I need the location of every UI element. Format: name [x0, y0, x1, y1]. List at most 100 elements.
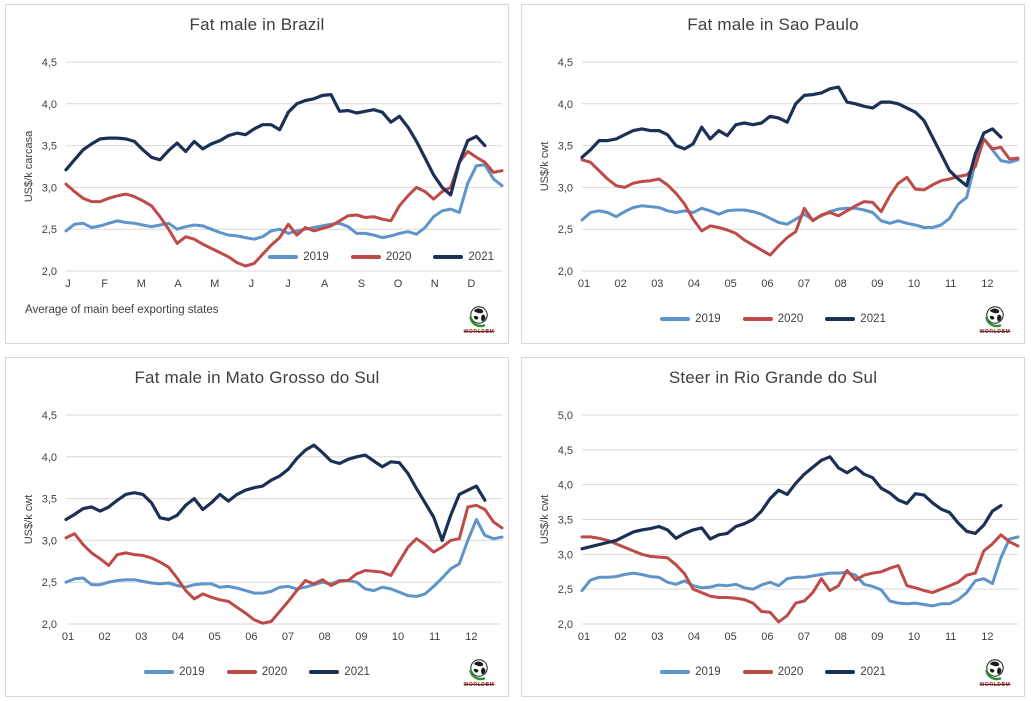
- svg-text:US$/k cwt: US$/k cwt: [539, 495, 551, 545]
- svg-text:11: 11: [945, 631, 956, 643]
- svg-text:10: 10: [908, 278, 920, 290]
- series-2020-swatch: [742, 670, 773, 674]
- svg-text:J: J: [65, 278, 71, 290]
- legend-item-2020: 2020: [742, 313, 803, 325]
- svg-text:09: 09: [355, 631, 367, 643]
- legend-item-2021: 2021: [825, 313, 886, 325]
- svg-text:US$/k cwt: US$/k cwt: [23, 495, 35, 545]
- svg-text:07: 07: [798, 631, 810, 643]
- svg-text:07: 07: [282, 631, 294, 643]
- svg-text:01: 01: [578, 278, 590, 290]
- svg-text:01: 01: [62, 631, 74, 643]
- legend-label-2019: 2019: [303, 251, 329, 263]
- svg-text:US$/k carcasa: US$/k carcasa: [23, 130, 35, 202]
- svg-text:04: 04: [688, 631, 700, 643]
- series-2021-swatch: [825, 317, 856, 321]
- globe-icon: [985, 306, 1004, 328]
- svg-text:08: 08: [319, 631, 331, 643]
- chart-canvas-mato-grosso: 2,0 2,5 3,0 3,5 4,0 4,5 01 02 03 04 05 06 07 08 09 10 11…: [23, 410, 504, 643]
- svg-text:09: 09: [871, 631, 883, 643]
- svg-text:2,0: 2,0: [558, 619, 573, 631]
- legend-label-2021: 2021: [860, 313, 886, 325]
- legend-label-2020: 2020: [261, 666, 288, 678]
- svg-text:03: 03: [135, 631, 147, 643]
- legend-mato-grosso: 2019 2020 2021: [6, 666, 508, 678]
- svg-text:3,0: 3,0: [558, 182, 573, 194]
- svg-text:4,0: 4,0: [42, 99, 57, 111]
- svg-text:D: D: [467, 278, 475, 290]
- globe-logo: WORLDBM: [976, 658, 1014, 688]
- legend-label-2019: 2019: [179, 666, 205, 678]
- globe-icon: [469, 306, 488, 328]
- svg-text:3,0: 3,0: [42, 182, 57, 194]
- svg-text:4,0: 4,0: [42, 452, 57, 464]
- svg-text:08: 08: [835, 278, 847, 290]
- svg-text:05: 05: [725, 278, 737, 290]
- svg-text:2,5: 2,5: [42, 224, 57, 236]
- legend-label-2019: 2019: [695, 666, 721, 678]
- globe-logo: WORLDBM: [976, 305, 1014, 335]
- svg-text:10: 10: [908, 631, 920, 643]
- svg-text:2,0: 2,0: [42, 619, 57, 631]
- legend-item-2019: 2019: [144, 666, 205, 678]
- legend-item-2021: 2021: [433, 251, 494, 263]
- chart-note: Average of main beef exporting states: [25, 304, 219, 316]
- svg-text:A: A: [174, 278, 182, 290]
- chart-title-mato-grosso: Fat male in Mato Grosso do Sul: [134, 368, 380, 387]
- legend-item-2021: 2021: [825, 666, 886, 678]
- chart-panel-brazil: 2,0 2,5 3,0 3,5 4,0 4,5 J F M A M J J A S O N D US$/k carc…: [5, 4, 509, 344]
- chart-title-sao-paulo: Fat male in Sao Paulo: [687, 15, 859, 34]
- svg-text:3,0: 3,0: [558, 549, 573, 561]
- svg-text:4,0: 4,0: [558, 480, 573, 492]
- svg-text:06: 06: [245, 631, 257, 643]
- svg-text:03: 03: [651, 631, 663, 643]
- legend-sao-paulo: 2019 2020 2021: [522, 313, 1024, 325]
- svg-text:06: 06: [761, 278, 773, 290]
- svg-text:5,0: 5,0: [558, 410, 573, 422]
- svg-text:05: 05: [209, 631, 221, 643]
- legend-item-2020: 2020: [742, 666, 803, 678]
- svg-text:11: 11: [429, 631, 440, 643]
- logo-text: WORLDBM: [463, 682, 495, 688]
- legend-item-2019: 2019: [660, 666, 721, 678]
- chart-title-brazil: Fat male in Brazil: [189, 15, 325, 34]
- svg-text:3,5: 3,5: [42, 494, 57, 506]
- svg-text:12: 12: [465, 631, 477, 643]
- svg-text:08: 08: [835, 631, 847, 643]
- svg-text:S: S: [358, 278, 365, 290]
- svg-text:N: N: [431, 278, 439, 290]
- legend-brazil: 2019 2020 2021: [268, 251, 494, 263]
- legend-item-2020: 2020: [226, 666, 288, 678]
- legend-label-2021: 2021: [860, 666, 886, 678]
- svg-text:3,5: 3,5: [558, 141, 573, 153]
- chart-panel-mato-grosso: 2,0 2,5 3,0 3,5 4,0 4,5 01 02 03 04 05 06 07 08 09 10 11…: [5, 357, 509, 697]
- svg-text:J: J: [249, 278, 255, 290]
- series-2021-swatch: [433, 255, 464, 259]
- legend-rio-grande: 2019 2020 2021: [522, 666, 1024, 678]
- series-2020-swatch: [742, 317, 773, 321]
- svg-text:US$/k cwt: US$/k cwt: [539, 142, 551, 192]
- svg-text:3,5: 3,5: [42, 141, 57, 153]
- logo-text: WORLDBM: [463, 329, 495, 335]
- svg-text:O: O: [394, 278, 403, 290]
- svg-text:02: 02: [615, 631, 627, 643]
- legend-item-2020: 2020: [350, 251, 411, 263]
- svg-text:3,0: 3,0: [42, 535, 57, 547]
- svg-text:04: 04: [688, 278, 700, 290]
- svg-text:4,5: 4,5: [42, 57, 57, 69]
- svg-text:4,5: 4,5: [42, 410, 57, 422]
- svg-text:2,5: 2,5: [558, 584, 573, 596]
- svg-text:10: 10: [392, 631, 404, 643]
- svg-text:12: 12: [981, 631, 993, 643]
- svg-text:05: 05: [725, 631, 737, 643]
- svg-text:2,0: 2,0: [42, 266, 57, 278]
- svg-text:03: 03: [651, 278, 663, 290]
- series-2020-swatch: [226, 670, 257, 674]
- logo-text: WORLDBM: [979, 329, 1011, 335]
- svg-text:2,0: 2,0: [558, 266, 573, 278]
- svg-text:M: M: [210, 278, 219, 290]
- svg-text:02: 02: [615, 278, 627, 290]
- legend-label-2019: 2019: [695, 313, 721, 325]
- chart-panel-sao-paulo: 2,0 2,5 3,0 3,5 4,0 4,5 01 02 03 04 05 06 07 08 09 10 11…: [521, 4, 1025, 344]
